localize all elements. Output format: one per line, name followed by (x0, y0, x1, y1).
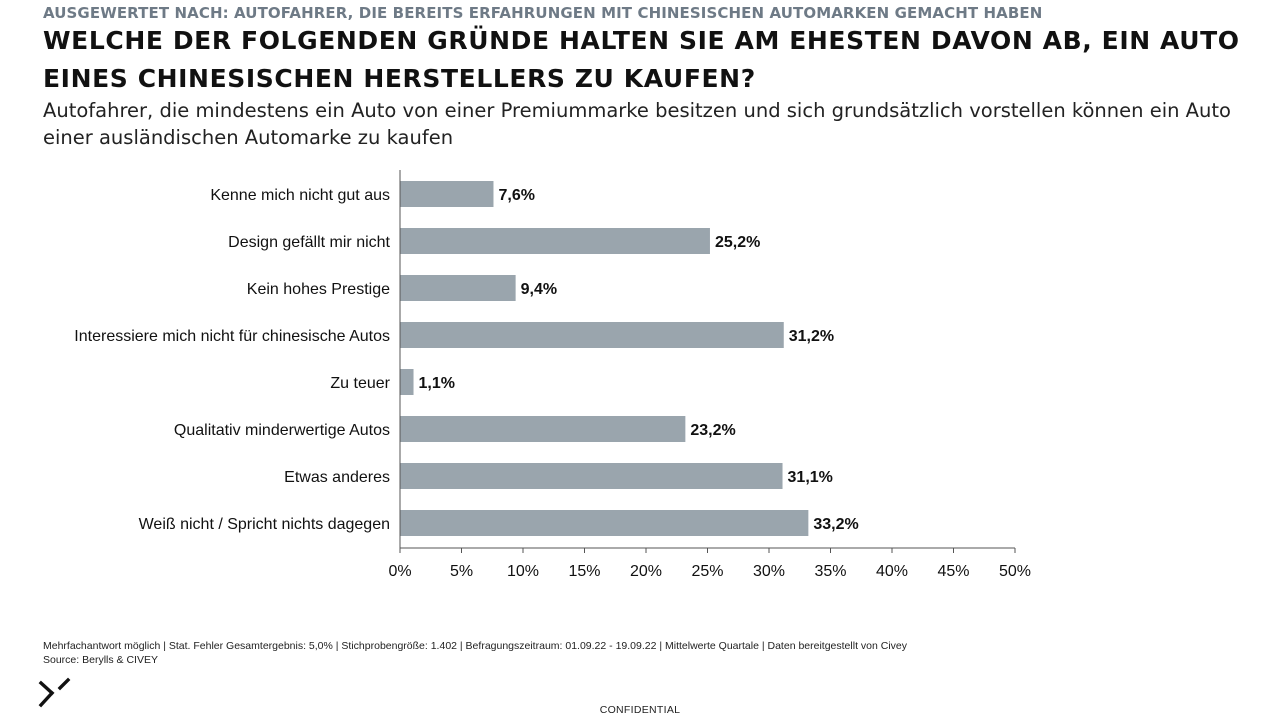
bar (400, 463, 783, 489)
bar (400, 369, 414, 395)
category-label: Weiß nicht / Spricht nichts dagegen (139, 516, 390, 533)
category-label: Interessiere mich nicht für chinesische … (74, 328, 390, 345)
x-tick-label: 50% (999, 563, 1031, 580)
bar (400, 181, 494, 207)
data-label: 9,4% (521, 281, 557, 298)
footnote-methodology: Mehrfachantwort möglich | Stat. Fehler G… (43, 640, 907, 652)
x-tick-label: 25% (691, 563, 723, 580)
x-tick-label: 45% (937, 563, 969, 580)
data-label: 25,2% (715, 234, 760, 251)
data-label: 7,6% (498, 187, 534, 204)
x-tick-label: 35% (814, 563, 846, 580)
category-label: Qualitativ minderwertige Autos (174, 422, 390, 439)
x-tick-label: 5% (450, 563, 473, 580)
bar (400, 510, 809, 536)
data-label: 31,1% (788, 469, 833, 486)
bar-chart: Kenne mich nicht gut aus 7,6% Design gefäl… (74, 170, 1031, 580)
chart-title: WELCHE DER FOLGENDEN GRÜNDE HALTEN SIE A… (43, 26, 1240, 93)
x-tick-label: 30% (753, 563, 785, 580)
footnote: Mehrfachantwort möglich | Stat. Fehler G… (43, 640, 1243, 667)
data-label: 23,2% (690, 422, 735, 439)
bar (400, 322, 784, 348)
bar (400, 275, 516, 301)
x-tick-label: 10% (507, 563, 539, 580)
data-label: 31,2% (789, 328, 834, 345)
category-label: Kein hohes Prestige (247, 281, 390, 298)
chart-subtitle: Autofahrer, die mindestens ein Auto von … (43, 99, 1231, 149)
category-label: Kenne mich nicht gut aus (210, 187, 390, 204)
category-label: Design gefällt mir nicht (228, 234, 390, 251)
category-label: Zu teuer (330, 375, 390, 392)
bar (400, 228, 710, 254)
data-label: 33,2% (813, 516, 858, 533)
category-label: Etwas anderes (284, 469, 390, 486)
x-tick-label: 20% (630, 563, 662, 580)
chart-supertitle: AUSGEWERTET NACH: AUTOFAHRER, DIE BEREIT… (43, 4, 1043, 22)
footnote-source: Source: Berylls & CIVEY (43, 653, 158, 666)
x-tick-label: 40% (876, 563, 908, 580)
bar (400, 416, 686, 442)
confidential-label: CONFIDENTIAL (599, 704, 681, 716)
data-label: 1,1% (419, 375, 455, 392)
x-tick-label: 0% (388, 563, 411, 580)
berylls-logo-icon (38, 677, 71, 708)
x-tick-label: 15% (568, 563, 600, 580)
